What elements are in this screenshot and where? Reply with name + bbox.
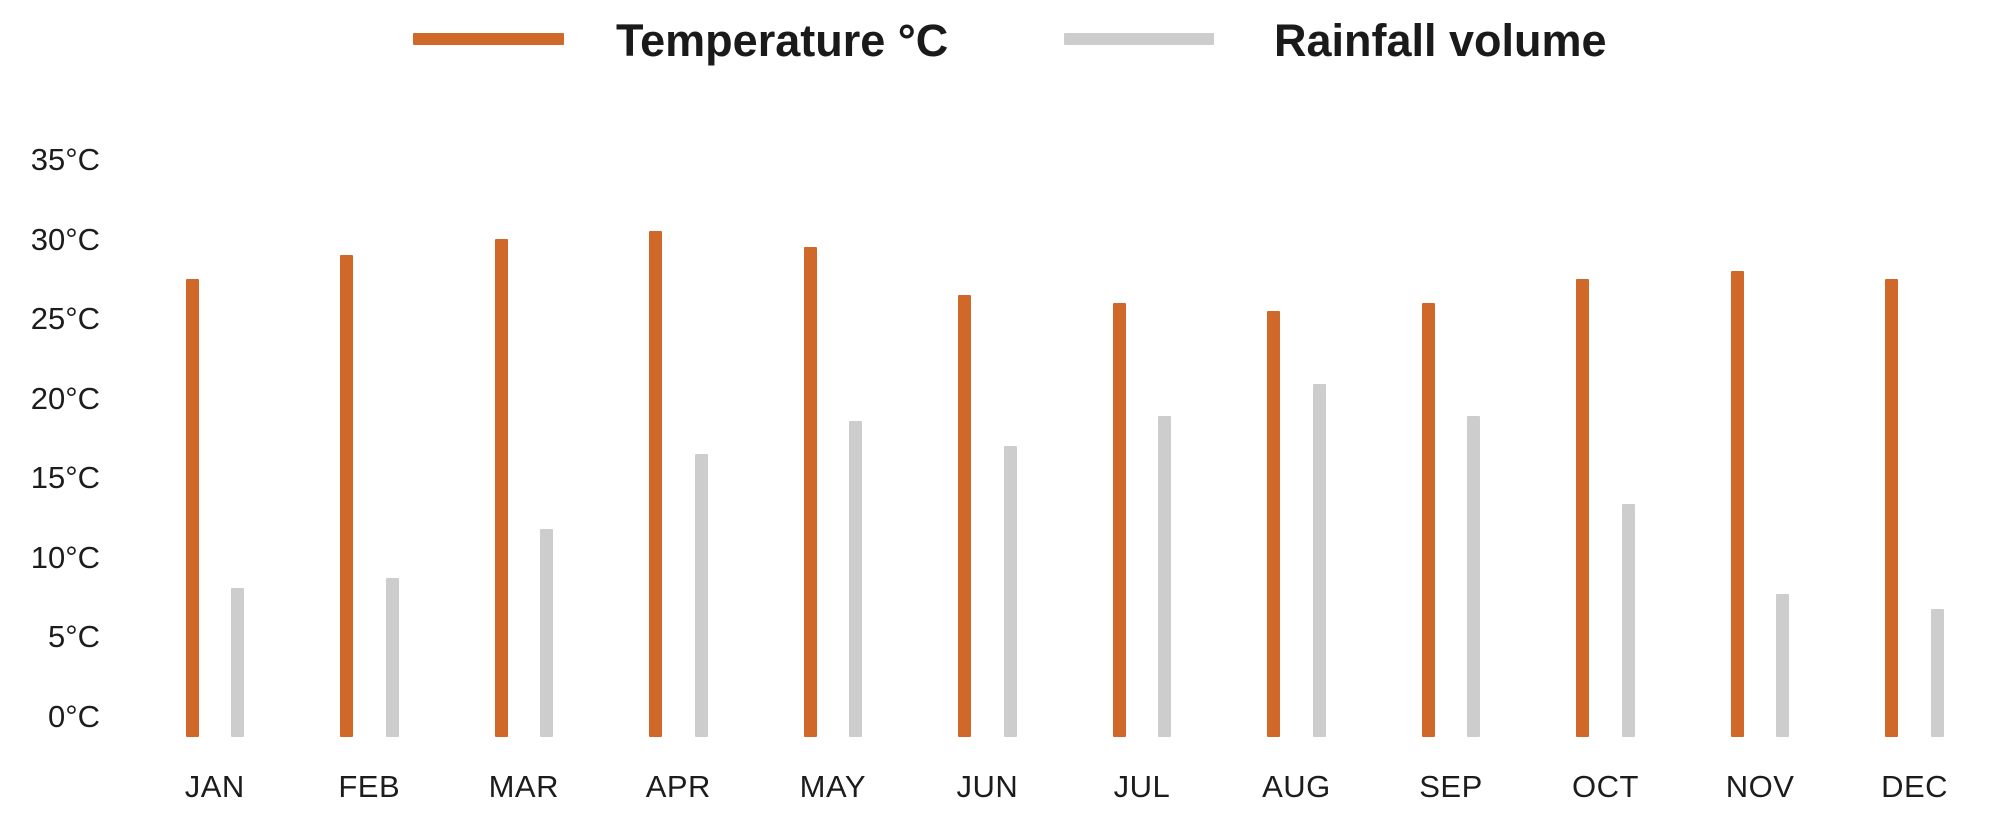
y-axis-label-5degC: 5°C [47,619,100,655]
temperature-bar-oct [1576,279,1590,737]
temperature-bar-sep [1421,303,1435,737]
rainfall-bar-mar [540,529,554,737]
temperature-legend-label: Temperature °C [616,15,949,66]
y-axis-label-25degC: 25°C [30,301,100,337]
temperature-bar-jul [1112,303,1126,737]
x-axis-label-jun: JUN [956,769,1019,804]
x-axis-label-mar: MAR [488,769,559,804]
temperature-bar-nov [1730,271,1744,737]
temperature-bar-feb [340,255,354,737]
y-axis-label-10degC: 10°C [30,539,100,575]
y-axis-label-35degC: 35°C [30,142,100,177]
rainfall-bar-apr [694,454,708,737]
temperature-legend-swatch [413,33,564,45]
rainfall-bar-jan [231,588,244,737]
temperature-bar-may [803,247,817,737]
temperature-bar-aug [1267,311,1281,737]
y-axis-label-15degC: 15°C [30,460,100,496]
temperature-bar-mar [494,239,508,737]
temperature-bar-jan [185,279,199,737]
y-axis-label-0degC: 0°C [47,699,100,734]
x-axis-label-oct: OCT [1572,769,1639,804]
rainfall-bar-dec [1930,608,1944,737]
rainfall-bar-sep [1467,416,1481,737]
x-axis-label-aug: AUG [1262,769,1331,804]
temperature-bar-dec [1885,279,1899,737]
rainfall-legend-label: Rainfall volume [1274,15,1607,66]
rainfall-bar-may [849,420,863,737]
x-axis-label-may: MAY [799,769,867,804]
rainfall-bar-nov [1776,594,1790,737]
x-axis-label-jul: JUL [1113,769,1171,804]
rainfall-legend-swatch [1064,33,1214,45]
x-axis-label-jan: JAN [184,769,245,804]
rainfall-bar-jun [1003,446,1017,737]
temperature-bar-apr [649,231,663,737]
rainfall-bar-jul [1158,416,1172,737]
rainfall-bar-oct [1621,503,1635,737]
x-axis-label-dec: DEC [1881,769,1949,804]
x-axis-label-apr: APR [645,769,711,804]
x-axis-label-nov: NOV [1725,769,1795,804]
y-axis-label-20degC: 20°C [30,380,100,416]
y-axis-label-30degC: 30°C [30,221,100,257]
rainfall-bar-aug [1312,384,1326,737]
rainfall-bar-feb [385,578,399,737]
temperature-bar-jun [958,295,972,737]
x-axis-label-feb: FEB [338,769,401,804]
x-axis-label-sep: SEP [1419,769,1483,804]
